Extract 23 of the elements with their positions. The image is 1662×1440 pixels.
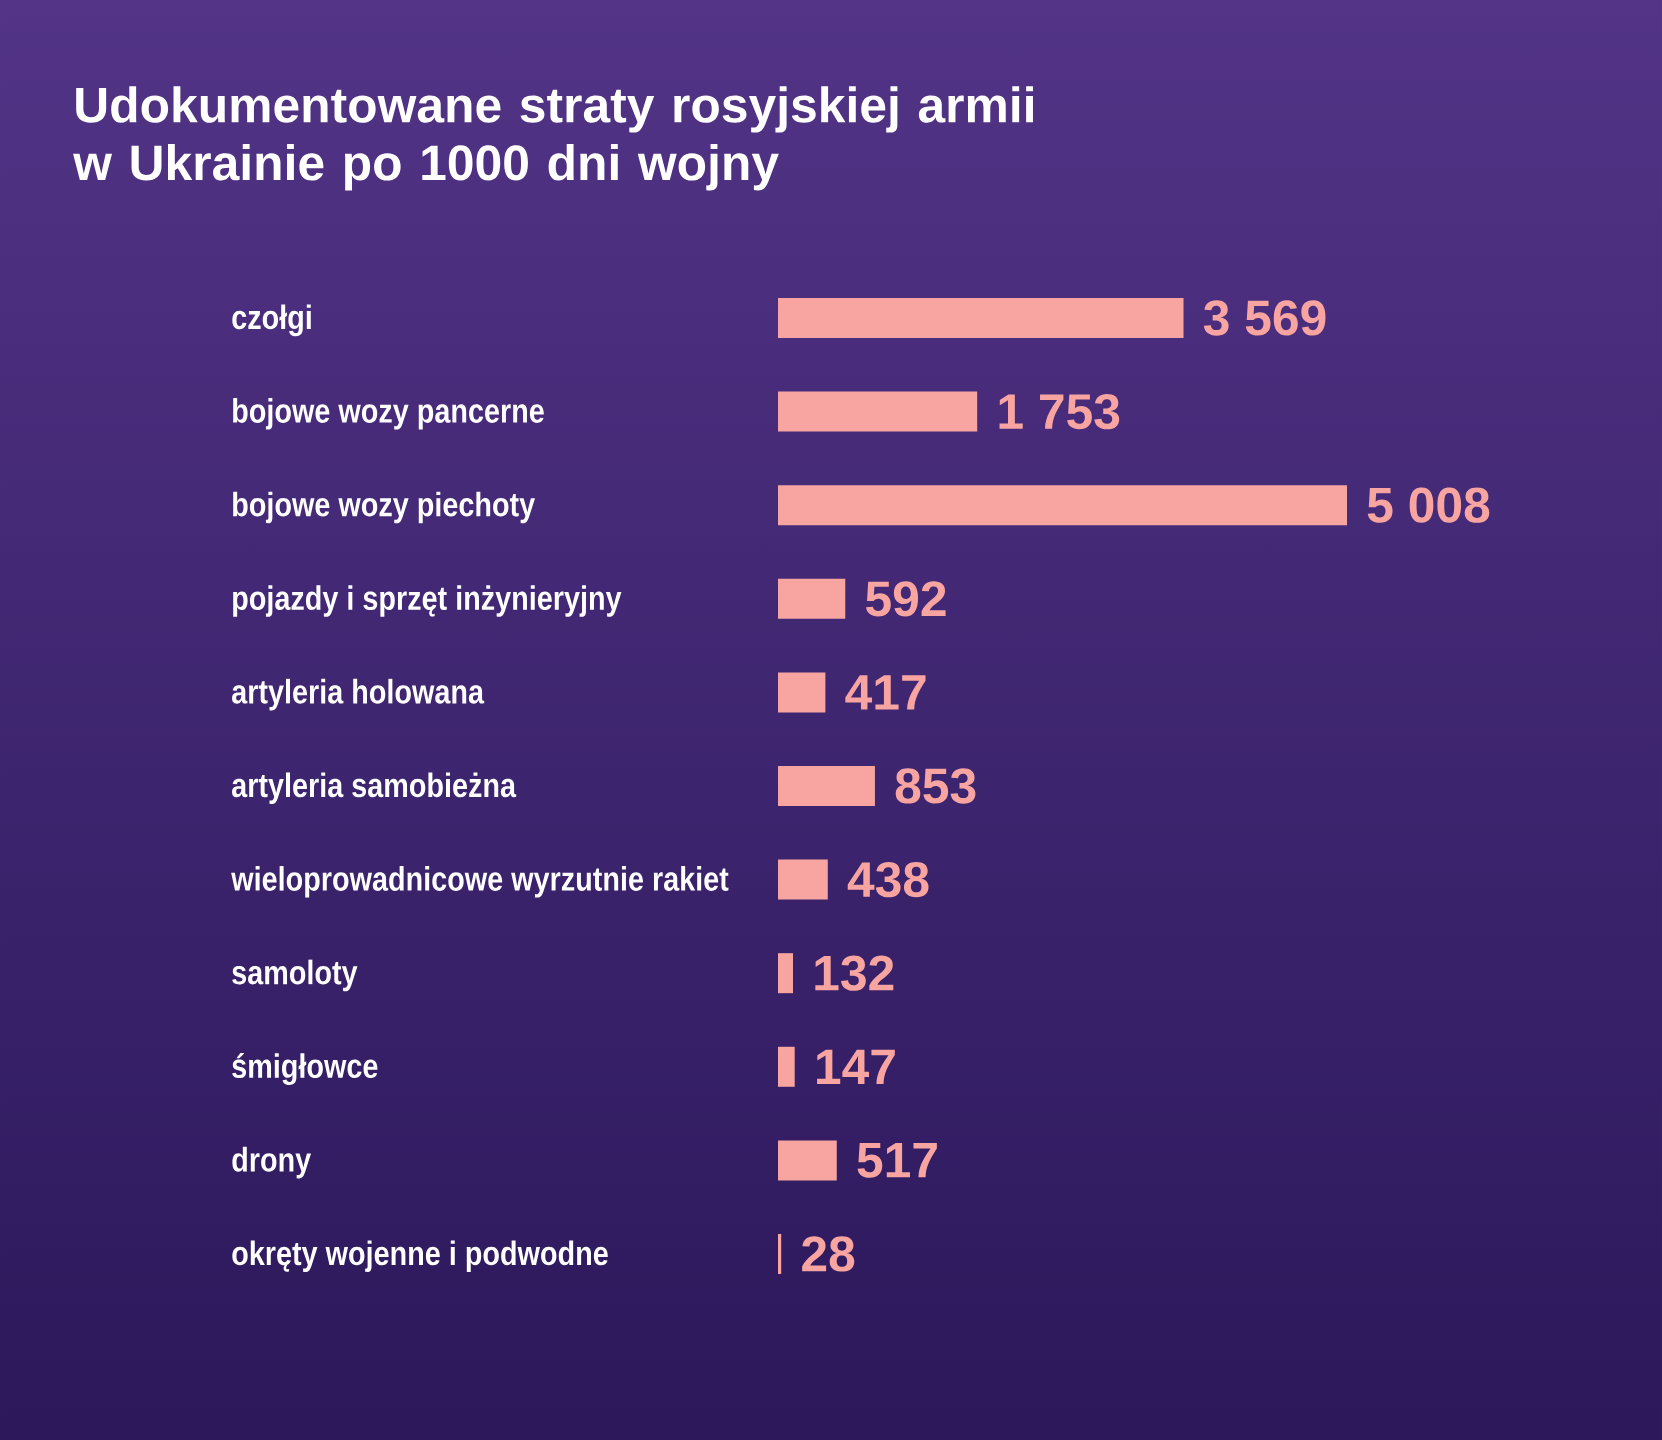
y-tick-label: śmigłowce: [232, 1052, 378, 1085]
y-tick-label: pojazdy i sprzęt inżynieryjny: [233, 585, 622, 617]
y-tick-label: wieloprowadnicowe wyrzutnie rakiet: [231, 866, 729, 898]
data-label: 517: [857, 1143, 937, 1178]
data-label: 592: [866, 581, 946, 617]
data-label: 438: [847, 861, 929, 898]
chart-title: Udokumentowane straty rosyjskiej armii w Ukrainie po 1000 dni wojny: [73, 86, 1033, 191]
data-label: 5 008: [1367, 487, 1490, 523]
y-tick-label: bojowe wozy piechoty: [233, 491, 536, 524]
y-tick-label: czołgi: [232, 304, 311, 337]
y-tick-label: okręty wojenne i podwodne: [232, 1240, 608, 1273]
data-label: 853: [895, 768, 976, 804]
y-tick-label: bojowe wozy pancerne: [233, 398, 544, 430]
data-label: 3 569: [1203, 300, 1326, 336]
data-label: 1 753: [999, 393, 1120, 430]
data-label: 132: [815, 955, 894, 991]
y-tick-label: artyleria samobieżna: [232, 772, 517, 805]
y-tick-label: samoloty: [232, 959, 358, 992]
data-label: 28: [802, 1236, 855, 1272]
y-tick-label: artyleria holowana: [232, 678, 485, 711]
data-label: 417: [845, 675, 926, 710]
data-label: 147: [817, 1049, 895, 1084]
y-tick-label: drony: [232, 1146, 312, 1179]
